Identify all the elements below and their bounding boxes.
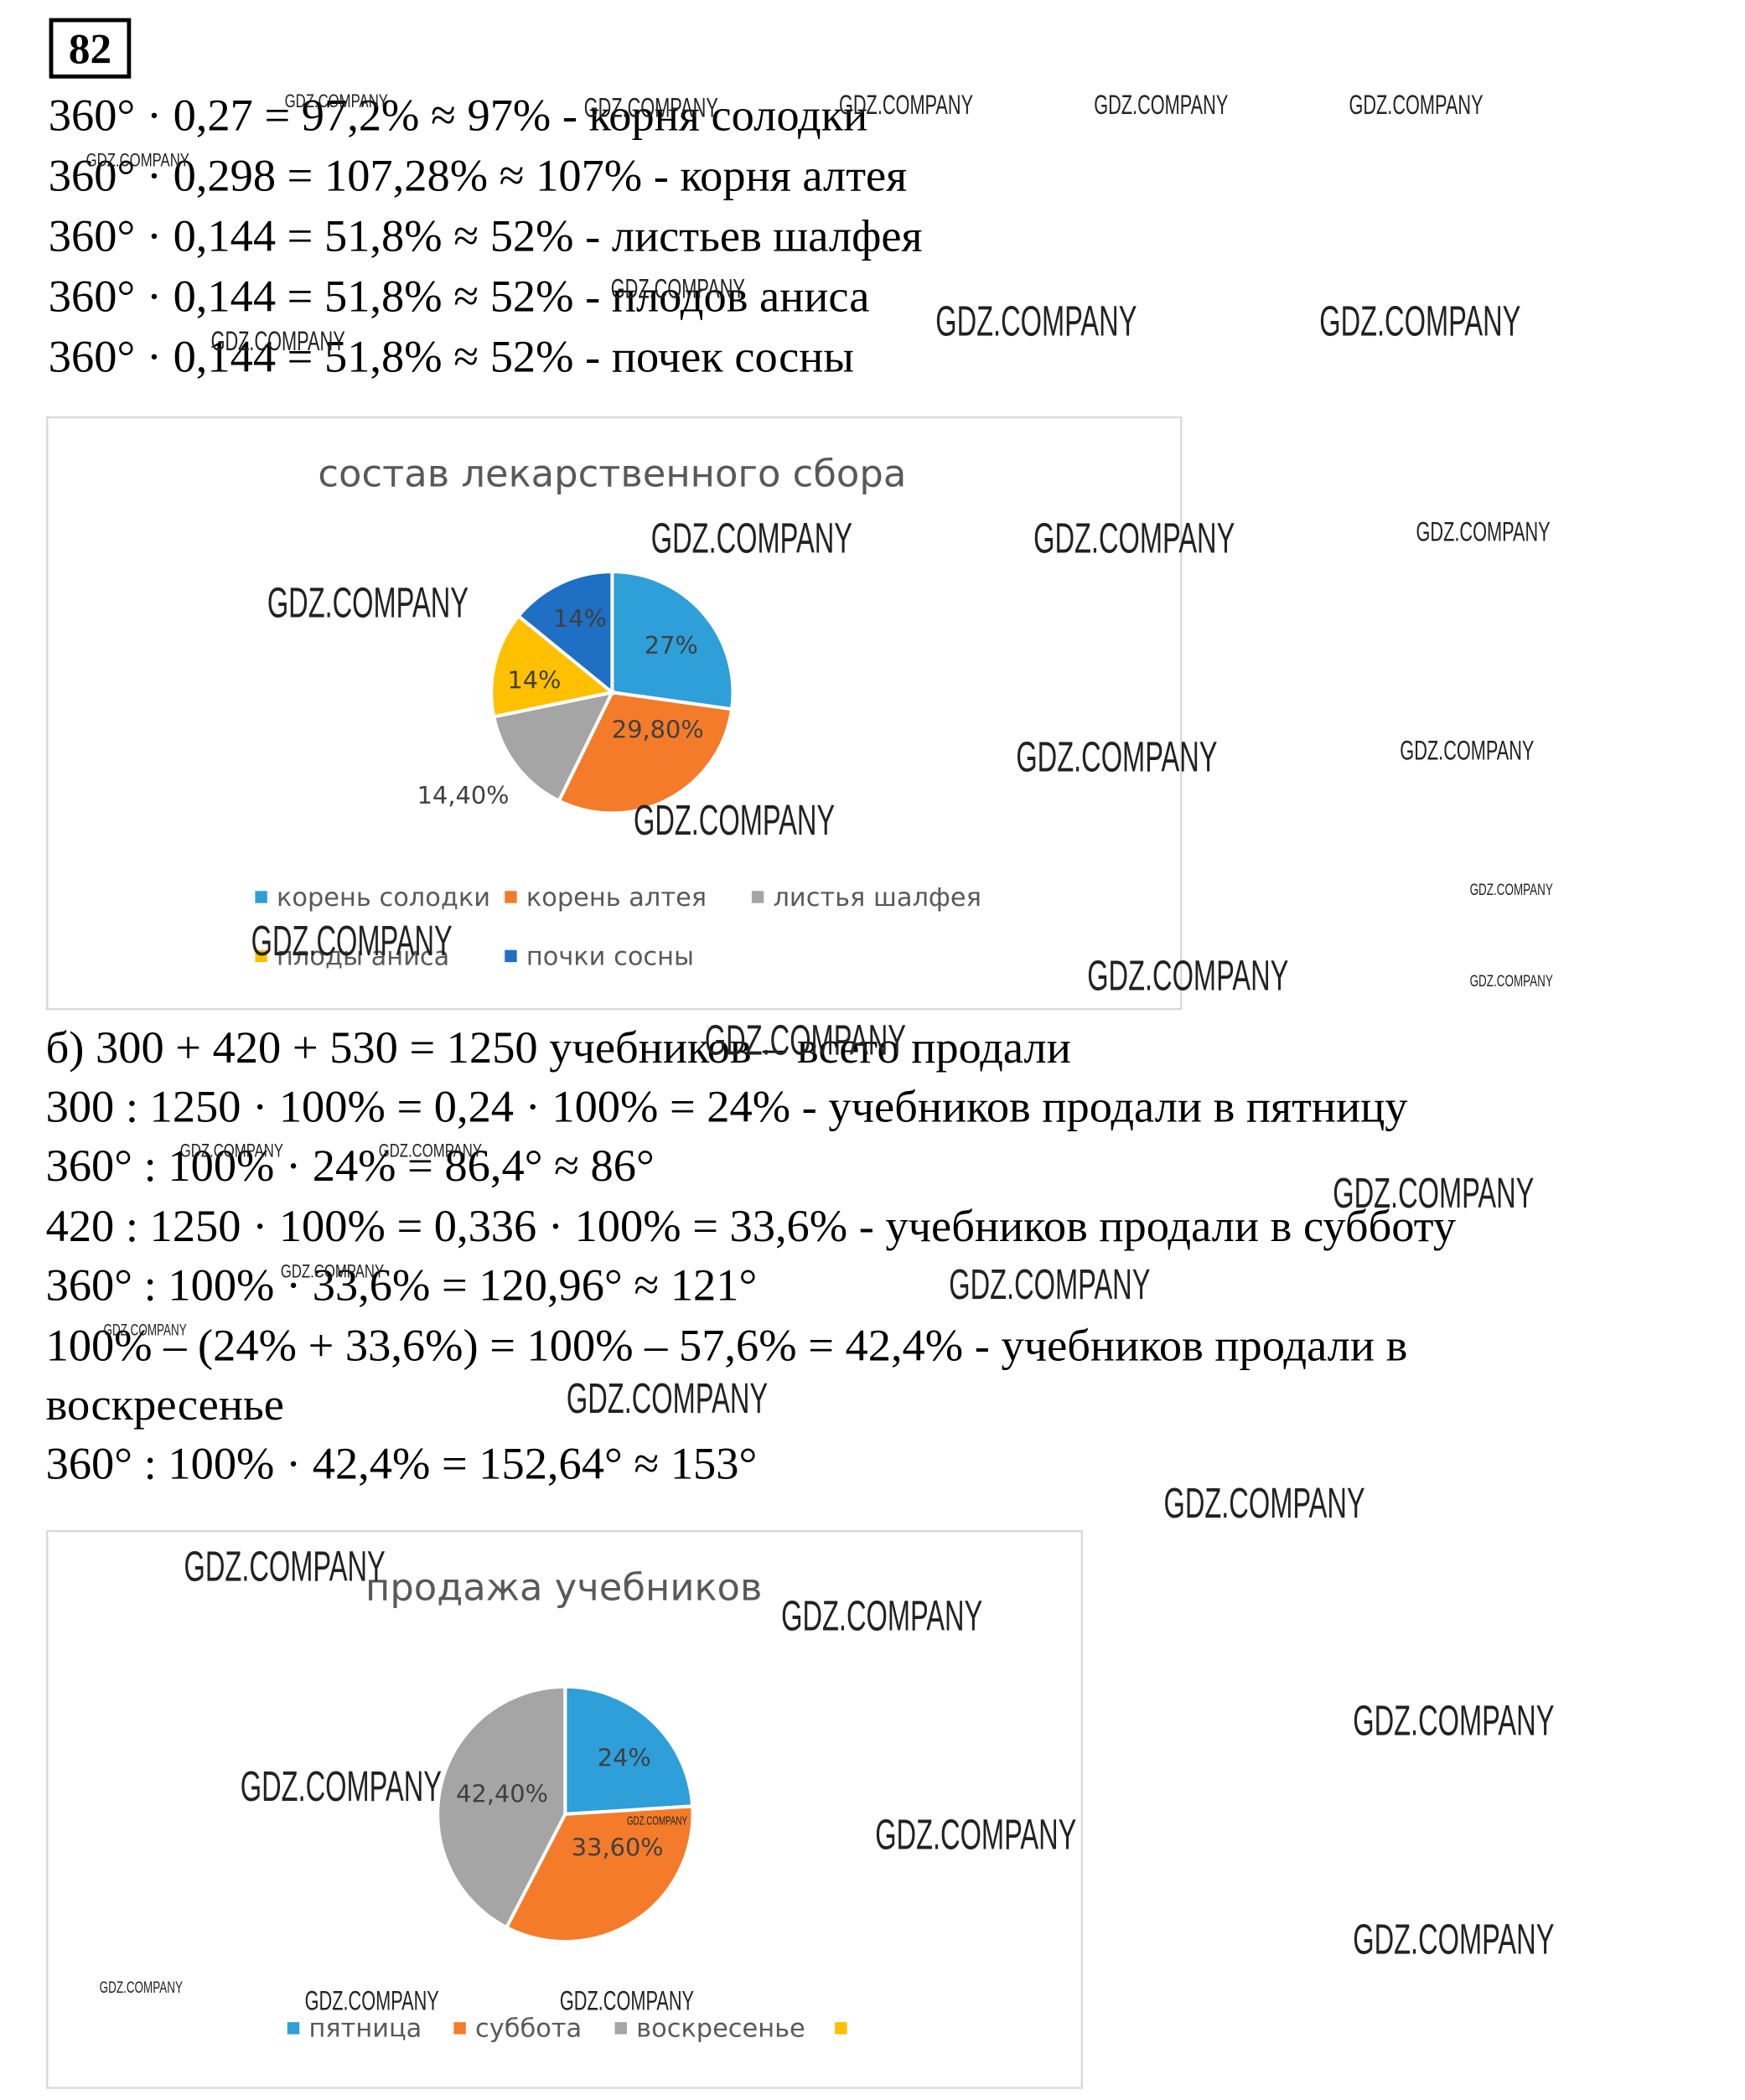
watermark: GDZ.COMPANY	[86, 150, 189, 171]
pie-slice	[610, 570, 735, 711]
text-line: 360° · 0,144 = 51,8% ≈ 52% - почек сосны	[49, 331, 854, 382]
watermark: GDZ.COMPANY	[949, 1260, 1150, 1308]
watermark: GDZ.COMPANY	[584, 92, 718, 122]
watermark: GDZ.COMPANY	[180, 1140, 283, 1161]
watermark: GDZ.COMPANY	[1416, 516, 1551, 546]
pie-slice	[563, 1684, 695, 1817]
text-line: 360° : 100% · 24% = 86,4° ≈ 86°	[46, 1140, 655, 1191]
legend-swatch	[453, 2022, 466, 2035]
text-line: 360° · 0,27 = 97,2% ≈ 97% - корня солодк…	[49, 89, 867, 140]
text-line: 360° · 0,144 = 51,8% ≈ 52% - плодов анис…	[49, 270, 870, 321]
pie-slice	[489, 613, 616, 719]
watermark: GDZ.COMPANY	[634, 796, 835, 844]
watermark: GDZ.COMPANY	[281, 1260, 384, 1281]
watermark: GDZ.COMPANY	[1353, 1696, 1554, 1744]
legend-swatch	[287, 2022, 300, 2035]
data-label: 42,40%	[456, 1780, 548, 1808]
watermark: GDZ.COMPANY	[379, 1140, 482, 1161]
watermark: GDZ.COMPANY	[241, 1762, 442, 1810]
text-line: 420 : 1250 · 100% = 0,336 · 100% = 33,6%…	[46, 1200, 1457, 1251]
watermark: GDZ.COMPANY	[251, 917, 453, 965]
legend-swatch	[614, 2022, 627, 2035]
legend-label: суббота	[475, 2015, 582, 2044]
watermark: GDZ.COMPANY	[267, 579, 469, 627]
legend-swatch	[751, 891, 764, 903]
watermark: GDZ.COMPANY	[1094, 90, 1228, 120]
watermark: GDZ.COMPANY	[1319, 297, 1520, 344]
chart-frame	[46, 1529, 1084, 2089]
watermark: GDZ.COMPANY	[611, 273, 745, 303]
data-label: 33,60%	[572, 1834, 664, 1862]
pie-slice	[491, 690, 615, 804]
text-line: 100% – (24% + 33,6%) = 100% – 57,6% = 42…	[46, 1320, 1408, 1371]
number-box	[49, 18, 132, 79]
watermark: GDZ.COMPANY	[211, 326, 345, 356]
data-label: 14%	[553, 604, 607, 633]
watermark: GDZ.COMPANY	[839, 90, 973, 120]
text-line: 360° : 100% · 42,4% = 152,64° ≈ 153°	[46, 1438, 758, 1489]
watermark: GDZ.COMPANY	[1163, 1479, 1364, 1527]
problem-number: 82	[69, 25, 111, 73]
watermark: GDZ.COMPANY	[1470, 973, 1553, 991]
watermark: GDZ.COMPANY	[875, 1811, 1076, 1859]
text-line: 360° : 100% · 33,6% = 120,96° ≈ 121°	[46, 1259, 758, 1311]
legend-label: корень солодки	[277, 883, 490, 913]
watermark: GDZ.COMPANY	[1470, 882, 1553, 899]
watermark: GDZ.COMPANY	[1400, 735, 1534, 765]
text-line: воскресенье	[46, 1378, 284, 1430]
pie-slice	[436, 1684, 567, 1930]
legend-label: плоды аниса	[277, 942, 449, 971]
legend-label: почки сосны	[526, 942, 694, 971]
watermark: GDZ.COMPANY	[1353, 1915, 1554, 1963]
watermark: GDZ.COMPANY	[103, 1322, 186, 1339]
data-label: 29,80%	[612, 716, 704, 744]
text-line: 360° · 0,144 = 51,8% ≈ 52% - листьев шал…	[49, 209, 923, 261]
watermark: GDZ.COMPANY	[1087, 952, 1288, 1000]
legend-swatch	[835, 2022, 847, 2035]
chart-frame	[46, 416, 1183, 1011]
legend-swatch	[505, 949, 517, 963]
watermark: GDZ.COMPANY	[1333, 1169, 1534, 1217]
watermark: GDZ.COMPANY	[935, 297, 1137, 344]
watermark: GDZ.COMPANY	[567, 1374, 768, 1422]
legend-swatch	[255, 949, 267, 963]
data-label: 14%	[507, 665, 561, 694]
data-label: 14,40%	[417, 781, 510, 809]
data-label: 24%	[598, 1743, 651, 1772]
watermark: GDZ.COMPANY	[651, 515, 852, 562]
watermark: GDZ.COMPANY	[184, 1542, 386, 1590]
text-line: б) 300 + 420 + 530 = 1250 учебников – вс…	[46, 1022, 1071, 1073]
watermark: GDZ.COMPANY	[705, 1016, 906, 1064]
chart-title: продажа учебников	[365, 1565, 762, 1610]
legend-label: воскресенье	[636, 2015, 805, 2044]
watermark: GDZ.COMPANY	[1016, 733, 1217, 781]
chart-title: состав лекарственного сбора	[318, 451, 906, 495]
watermark: GDZ.COMPANY	[1349, 90, 1483, 120]
watermark: GDZ.COMPANY	[285, 91, 388, 111]
watermark: GDZ.COMPANY	[781, 1592, 982, 1640]
watermark: GDZ.COMPANY	[627, 1815, 687, 1828]
watermark: GDZ.COMPANY	[305, 1986, 439, 2016]
pie-slice	[557, 691, 734, 815]
legend-label: листья шалфея	[774, 883, 981, 913]
pie-slice	[515, 570, 614, 696]
legend-swatch	[505, 891, 517, 903]
watermark: GDZ.COMPANY	[560, 1986, 694, 2016]
data-label: 27%	[645, 631, 698, 659]
legend-label: корень алтея	[526, 883, 707, 913]
watermark: GDZ.COMPANY	[1033, 515, 1235, 562]
text-line: 360° · 0,298 = 107,28% ≈ 107% - корня ал…	[49, 149, 907, 200]
text-line: 300 : 1250 · 100% = 0,24 · 100% = 24% - …	[46, 1081, 1408, 1132]
legend-swatch	[255, 891, 267, 903]
watermark: GDZ.COMPANY	[100, 1979, 183, 1997]
legend-label: пятница	[308, 2015, 422, 2044]
